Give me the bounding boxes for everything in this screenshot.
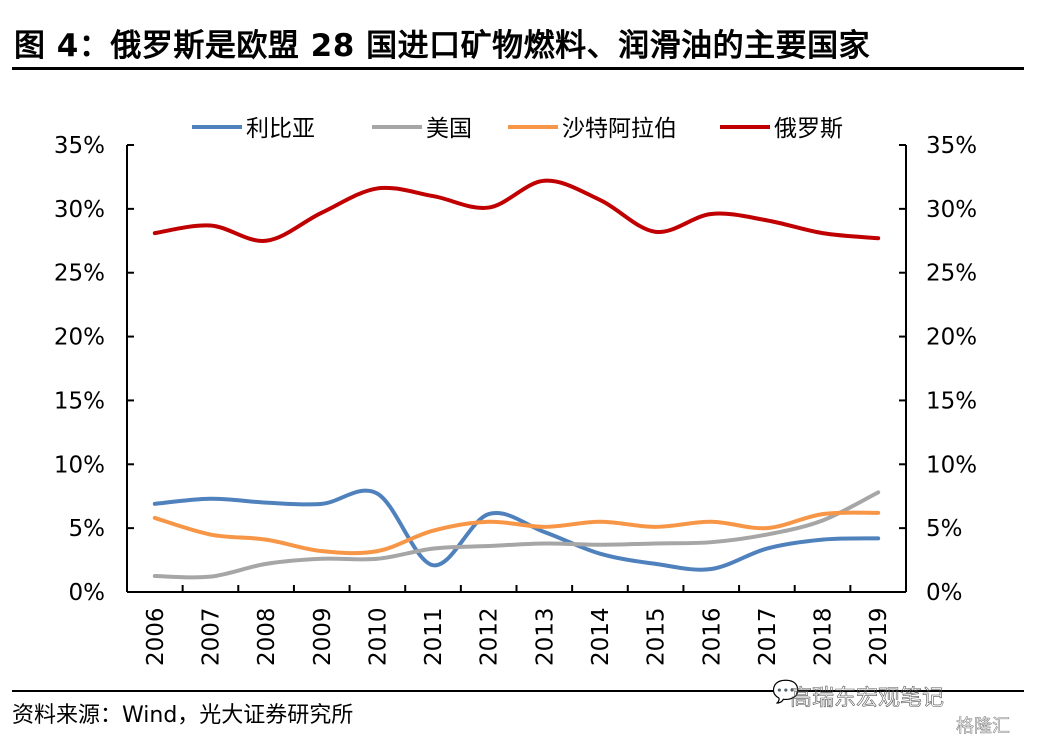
series-line-2 xyxy=(152,510,881,556)
y-tick-label: 5% xyxy=(69,516,106,542)
watermark-text: 高瑞东宏观笔记 xyxy=(790,686,945,712)
y-tick-label: 35% xyxy=(54,133,105,159)
y-tick-label: 20% xyxy=(54,325,105,351)
x-tick-label: 2012 xyxy=(477,607,503,666)
x-tick-label: 2013 xyxy=(532,607,558,666)
x-tick-label: 2018 xyxy=(811,607,837,666)
x-tick-label: 2006 xyxy=(143,607,169,666)
x-tick-label: 2009 xyxy=(310,607,336,666)
y2-tick-label: 20% xyxy=(926,325,977,351)
wechat-icon: 💬 xyxy=(772,680,800,705)
y-tick-label: 15% xyxy=(54,388,105,414)
x-tick-label: 2019 xyxy=(866,607,892,666)
title-divider xyxy=(12,67,1024,70)
watermark-brand: 格隆汇 xyxy=(956,716,1011,738)
y-tick-label: 10% xyxy=(54,452,105,478)
y-tick-label: 30% xyxy=(54,197,105,223)
x-tick-label: 2008 xyxy=(254,607,280,666)
source-note: 资料来源：Wind，光大证券研究所 xyxy=(12,703,354,728)
y2-tick-label: 10% xyxy=(926,452,977,478)
x-tick-label: 2014 xyxy=(588,607,614,666)
y2-tick-label: 25% xyxy=(926,261,977,287)
y-tick-label: 0% xyxy=(69,580,106,606)
x-tick-label: 2010 xyxy=(365,607,391,666)
legend-label: 沙特阿拉伯 xyxy=(562,116,677,142)
legend-label: 俄罗斯 xyxy=(774,116,843,142)
line-chart: 0% 5% 10% 15% 20% 25% 30% 35% 0% 5% 10% 15% 20% 25% 3… xyxy=(54,116,977,666)
y2-tick-label: 0% xyxy=(926,580,963,606)
footer-divider xyxy=(12,690,1024,692)
series-line-3 xyxy=(152,178,881,243)
series-line-1 xyxy=(152,490,881,580)
left-y-axis-ticks: 0% 5% 10% 15% 20% 25% 30% 35% xyxy=(54,133,134,606)
x-tick-label: 2007 xyxy=(198,607,224,666)
series-lines xyxy=(152,178,881,580)
legend: 利比亚 美国 沙特阿拉伯 俄罗斯 xyxy=(192,116,843,142)
x-axis-ticks: 2006 2007 2008 2009 2010 2011 2012 2013 2014 2015… xyxy=(143,585,892,666)
legend-label: 美国 xyxy=(426,116,472,142)
y2-tick-label: 30% xyxy=(926,197,977,223)
right-y-axis-ticks: 0% 5% 10% 15% 20% 25% 30% 35% xyxy=(899,133,977,606)
y2-tick-label: 5% xyxy=(926,516,963,542)
y2-tick-label: 15% xyxy=(926,388,977,414)
legend-label: 利比亚 xyxy=(246,116,315,142)
x-tick-label: 2017 xyxy=(755,607,781,666)
x-tick-label: 2011 xyxy=(421,607,447,666)
x-tick-label: 2016 xyxy=(699,607,725,666)
y-tick-label: 25% xyxy=(54,261,105,287)
series-line-0 xyxy=(152,488,881,572)
y2-tick-label: 35% xyxy=(926,133,977,159)
x-tick-label: 2015 xyxy=(644,607,670,666)
chart-title: 图 4：俄罗斯是欧盟 28 国进口矿物燃料、润滑油的主要国家 xyxy=(14,28,871,64)
